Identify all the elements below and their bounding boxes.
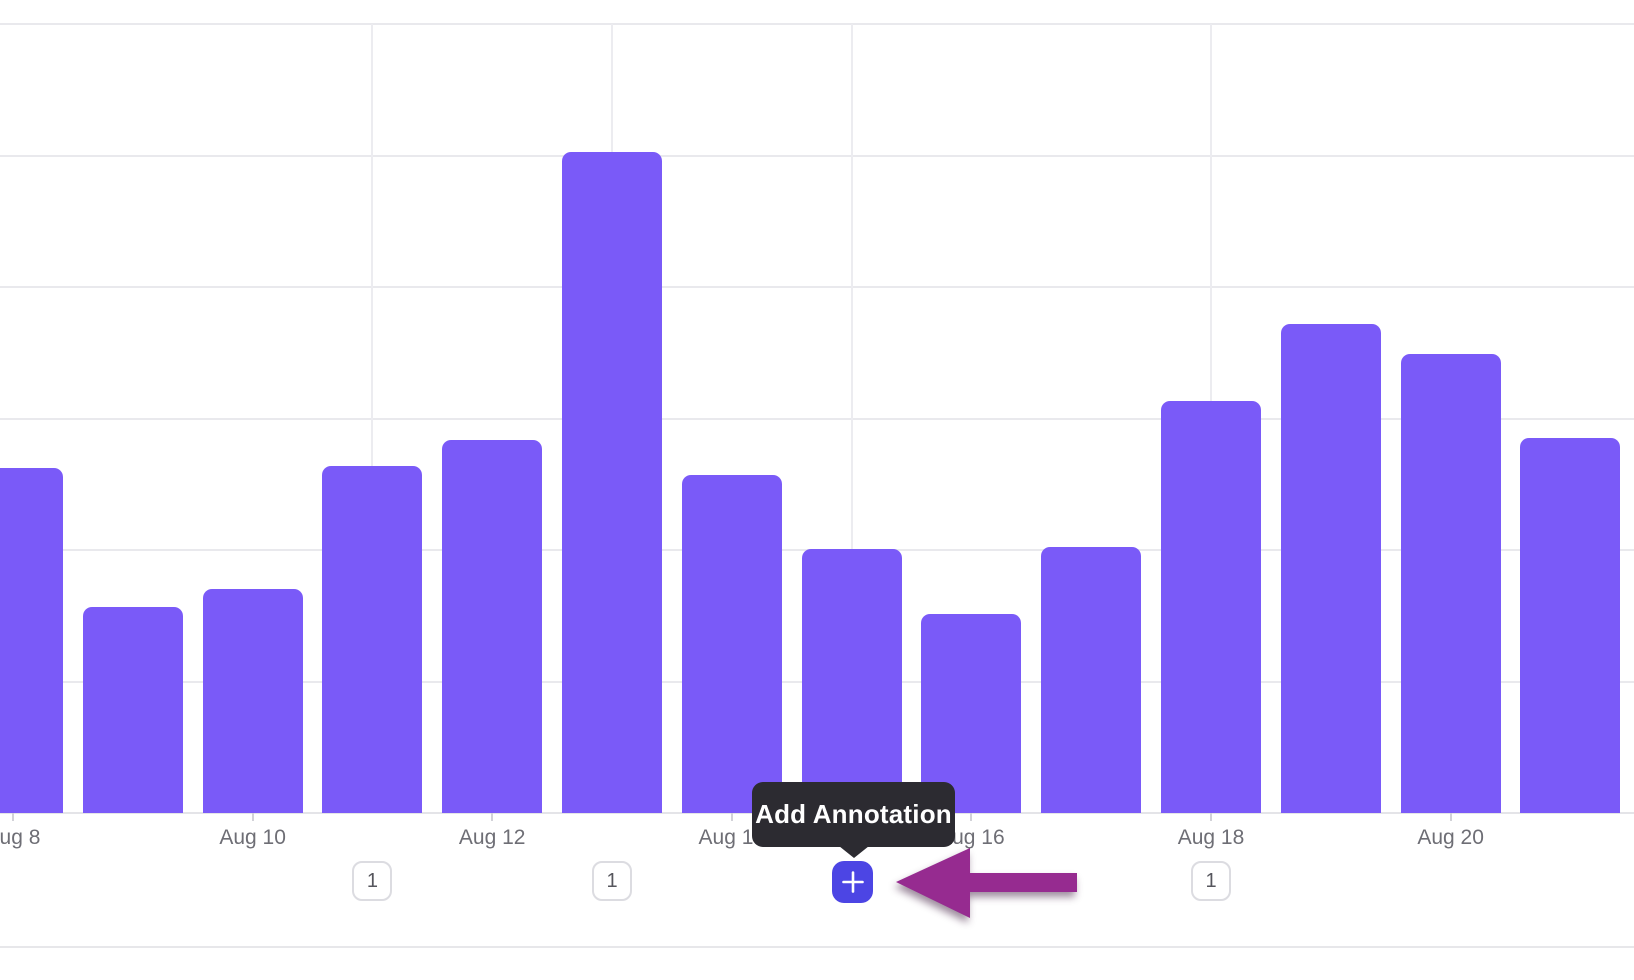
x-tick-aug-16 [970, 813, 973, 821]
arrow-shape [896, 848, 1077, 918]
add-annotation-button[interactable] [832, 861, 873, 903]
x-tick-aug-12 [491, 813, 494, 821]
gridline-horizontal [0, 154, 1634, 157]
x-tick-aug-18 [1210, 813, 1212, 821]
x-tick-aug-8 [12, 813, 14, 821]
annotation-badge-aug-11[interactable]: 1 [352, 861, 393, 901]
x-tick-aug-10 [251, 813, 254, 821]
tooltip-pointer [838, 846, 869, 858]
x-label-aug-12: Aug 12 [458, 826, 526, 849]
gridline-vertical-aug-15 [850, 24, 853, 813]
bar-aug-17[interactable] [1041, 547, 1142, 813]
bar-aug-13[interactable] [562, 152, 662, 813]
x-label-aug-10: Aug 10 [219, 826, 286, 849]
bar-aug-18[interactable] [1161, 401, 1261, 813]
bar-aug-10[interactable] [202, 589, 303, 813]
bar-aug-14[interactable] [681, 475, 782, 813]
gridline-horizontal [0, 286, 1634, 288]
x-label-aug-18: Aug 18 [1177, 826, 1245, 849]
gridline-horizontal [0, 23, 1634, 25]
bar-aug-20[interactable] [1400, 354, 1501, 813]
x-label-aug-20: Aug 20 [1417, 826, 1484, 849]
x-tick-aug-20 [1449, 813, 1452, 821]
bar-aug-11[interactable] [322, 466, 423, 813]
x-label-aug-14: Aug 14 [698, 826, 766, 849]
x-tick-aug-14 [730, 813, 733, 821]
bar-aug-19[interactable] [1280, 324, 1381, 813]
annotation-badge-aug-13[interactable]: 1 [592, 861, 632, 901]
bar-aug-21[interactable] [1520, 438, 1621, 813]
bar-aug-9[interactable] [82, 607, 183, 813]
gridline-horizontal [0, 417, 1634, 420]
annotation-badge-aug-18[interactable]: 1 [1191, 861, 1231, 901]
bar-aug-8[interactable] [0, 468, 63, 813]
bar-aug-16[interactable] [921, 614, 1022, 813]
tooltip-label: Add Annotation [755, 799, 952, 829]
plus-icon [841, 871, 864, 893]
x-label-aug-8: Aug 8 [0, 826, 41, 849]
add-annotation-tooltip: Add Annotation [752, 782, 955, 858]
bar-aug-15[interactable] [801, 549, 902, 813]
bar-aug-12[interactable] [442, 440, 543, 813]
hand-drawn-arrow [896, 848, 1077, 918]
gridline-vertical-aug-11 [371, 24, 374, 813]
section-divider [0, 946, 1634, 948]
